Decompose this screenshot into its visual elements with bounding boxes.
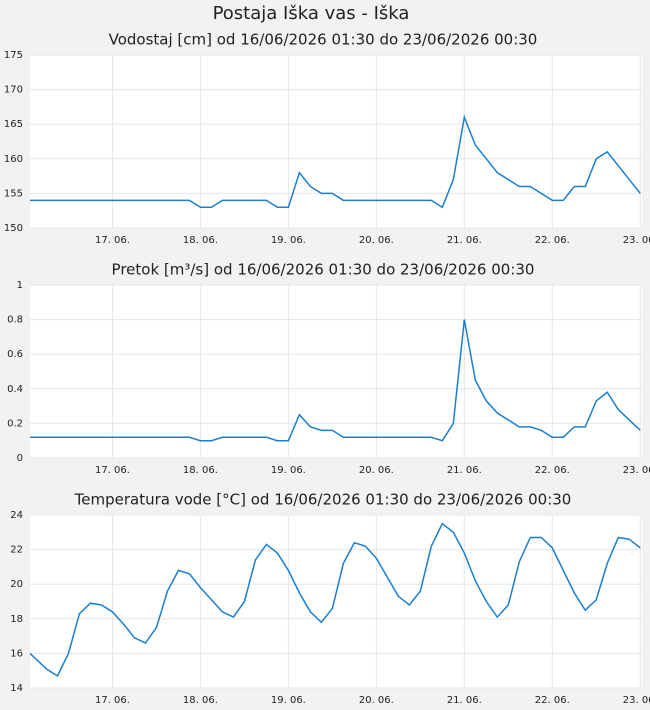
x-tick-label: 21. 06. <box>447 235 482 246</box>
y-tick-label: 24 <box>10 510 23 521</box>
y-tick-label: 0.8 <box>7 315 23 326</box>
y-tick-label: 170 <box>4 85 23 96</box>
chart-title: Vodostaj [cm] od 16/06/2026 01:30 do 23/… <box>109 31 538 49</box>
x-tick-label: 18. 06. <box>183 695 218 706</box>
x-tick-label: 23. 06. <box>623 235 650 246</box>
y-tick-label: 20 <box>10 579 23 590</box>
x-tick-label: 18. 06. <box>183 235 218 246</box>
y-tick-label: 150 <box>4 223 23 234</box>
x-tick-label: 18. 06. <box>183 465 218 476</box>
x-tick-label: 17. 06. <box>95 465 130 476</box>
chart-title: Temperatura vode [°C] od 16/06/2026 01:3… <box>74 491 572 509</box>
y-tick-label: 155 <box>4 188 23 199</box>
x-tick-label: 21. 06. <box>447 695 482 706</box>
y-tick-label: 0.4 <box>7 384 23 395</box>
y-tick-label: 175 <box>4 50 23 61</box>
x-tick-label: 22. 06. <box>535 695 570 706</box>
y-tick-label: 22 <box>10 545 23 556</box>
y-tick-label: 0.2 <box>7 418 23 429</box>
x-tick-label: 17. 06. <box>95 695 130 706</box>
data-line <box>29 522 641 677</box>
x-tick-label: 19. 06. <box>271 695 306 706</box>
x-tick-label: 23. 06. <box>623 695 650 706</box>
x-tick-label: 19. 06. <box>271 465 306 476</box>
y-tick-label: 16 <box>10 648 23 659</box>
y-tick-label: 1 <box>17 280 23 291</box>
x-tick-label: 19. 06. <box>271 235 306 246</box>
y-tick-label: 18 <box>10 614 23 625</box>
plot-area <box>30 515 642 688</box>
x-tick-label: 21. 06. <box>447 465 482 476</box>
data-line <box>30 319 641 442</box>
x-tick-label: 20. 06. <box>359 235 394 246</box>
y-tick-label: 160 <box>4 154 23 165</box>
y-tick-label: 0.6 <box>7 349 23 360</box>
y-tick-label: 165 <box>4 119 23 130</box>
x-tick-label: 20. 06. <box>359 465 394 476</box>
y-tick-label: 0 <box>17 453 23 464</box>
x-tick-label: 23. 06. <box>623 465 650 476</box>
x-tick-label: 22. 06. <box>535 465 570 476</box>
page-title: Postaja Iška vas - Iška <box>213 3 410 24</box>
y-tick-label: 14 <box>10 683 23 694</box>
x-tick-label: 20. 06. <box>359 695 394 706</box>
plot-area <box>30 55 642 228</box>
x-tick-label: 17. 06. <box>95 235 130 246</box>
x-tick-label: 22. 06. <box>535 235 570 246</box>
chart-title: Pretok [m³/s] od 16/06/2026 01:30 do 23/… <box>112 261 535 279</box>
data-line <box>30 114 641 209</box>
